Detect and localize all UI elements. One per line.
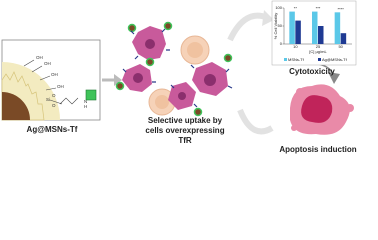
chem-group: O [52, 93, 56, 98]
apoptosis-label: Apoptosis induction [279, 145, 356, 154]
graphical-abstract: OH OH OH OH Si O O N H Ag@MSNs-Tf [1, 0, 357, 154]
uptake-label: Selective uptake by [148, 116, 223, 125]
nanoparticles [115, 21, 233, 117]
arrow [237, 108, 274, 135]
arrow-head [114, 74, 122, 86]
nucleus [204, 74, 216, 86]
chem-group: N [84, 99, 87, 104]
pores [1, 71, 45, 121]
nucleus [133, 73, 143, 83]
significance: *** [316, 6, 321, 11]
x-tick-label: 50 [338, 44, 343, 49]
legend-label: MSNs-Tf [288, 57, 305, 62]
legend-swatch [284, 58, 287, 61]
nucleus [145, 39, 155, 49]
arrow [227, 12, 270, 42]
chem-group: Si [46, 97, 50, 102]
bar [295, 20, 301, 44]
significance: **** [338, 6, 345, 11]
bar [289, 11, 295, 45]
cells [115, 21, 233, 117]
bar [318, 26, 324, 44]
nucleus [301, 95, 333, 123]
y-tick-label: 50 [278, 23, 283, 28]
arrow-head [262, 10, 274, 26]
receptors [122, 28, 233, 108]
chem-group: H [84, 104, 87, 109]
chem-group: O [52, 103, 56, 108]
x-tick-label: 10 [293, 44, 298, 49]
linkers [23, 59, 63, 105]
cytotoxicity-label: Cytotoxicity [289, 67, 335, 76]
chem-group: OH [36, 55, 43, 60]
chain [59, 97, 79, 105]
bar [312, 11, 318, 45]
uptake-label: cells overexpressing [145, 126, 224, 135]
y-tick-label: 100 [275, 5, 282, 10]
arrow-head [328, 72, 340, 84]
x-axis-label: [C] µg/mL [309, 49, 327, 54]
y-tick-label: 0 [280, 41, 283, 46]
material-label: Ag@MSNs-Tf [27, 125, 78, 134]
bleb [296, 88, 304, 96]
significance: ** [294, 6, 298, 11]
bar [334, 12, 341, 44]
uptake-label: TfR [178, 136, 192, 145]
bleb [291, 125, 297, 131]
apoptotic-cell [290, 84, 354, 135]
legend-swatch [318, 58, 321, 61]
bar [340, 33, 347, 44]
material-panel: OH OH OH OH Si O O N H Ag@MSNs-Tf [1, 39, 101, 134]
nucleus [187, 42, 203, 58]
nucleus [155, 95, 169, 109]
transferrin [85, 89, 97, 101]
silver-core [2, 92, 30, 120]
legend-label: Ag@MSNs-Tf [322, 57, 348, 62]
nucleus [178, 92, 186, 100]
y-axis-label: % Cell Viability [273, 13, 278, 39]
chem-group: OH [44, 61, 51, 66]
x-tick-label: 25 [316, 44, 321, 49]
chem-group: OH [51, 72, 58, 77]
chem-group: OH [57, 84, 64, 89]
bleb [346, 104, 354, 112]
